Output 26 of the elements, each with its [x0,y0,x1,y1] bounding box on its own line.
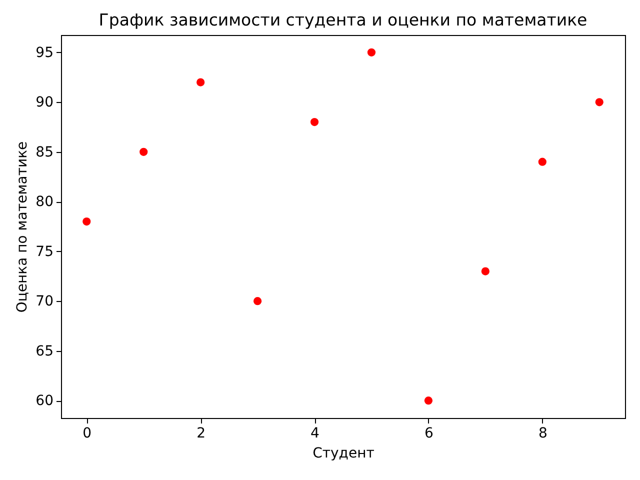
y-tick-label: 60 [36,393,54,410]
point [481,267,490,276]
y-tick-label: 95 [36,44,54,61]
point [538,158,546,166]
y-tick-label: 90 [36,94,54,111]
y-tick-label: 85 [36,144,54,160]
chart-title: График зависимости студента и оценки по математике [98,10,588,30]
y-tick-label: 65 [36,343,54,360]
point [424,396,433,405]
point [140,148,148,156]
point [253,297,262,306]
y-tick-label: 75 [36,244,54,260]
x-tick-label: 0 [82,426,92,442]
point [310,118,319,126]
point [595,98,604,106]
y-axis-title: Оценка по математике [14,141,31,313]
y-tick-label: 80 [36,194,54,210]
point [196,78,205,86]
x-tick-label: 4 [310,426,320,442]
y-tick-label: 70 [36,294,54,310]
point [367,48,376,56]
x-tick-label: 2 [196,426,206,442]
point [82,217,91,226]
x-axis-title: Студент [312,446,374,462]
x-tick-label: 6 [424,426,434,442]
x-tick-label: 8 [538,426,548,442]
